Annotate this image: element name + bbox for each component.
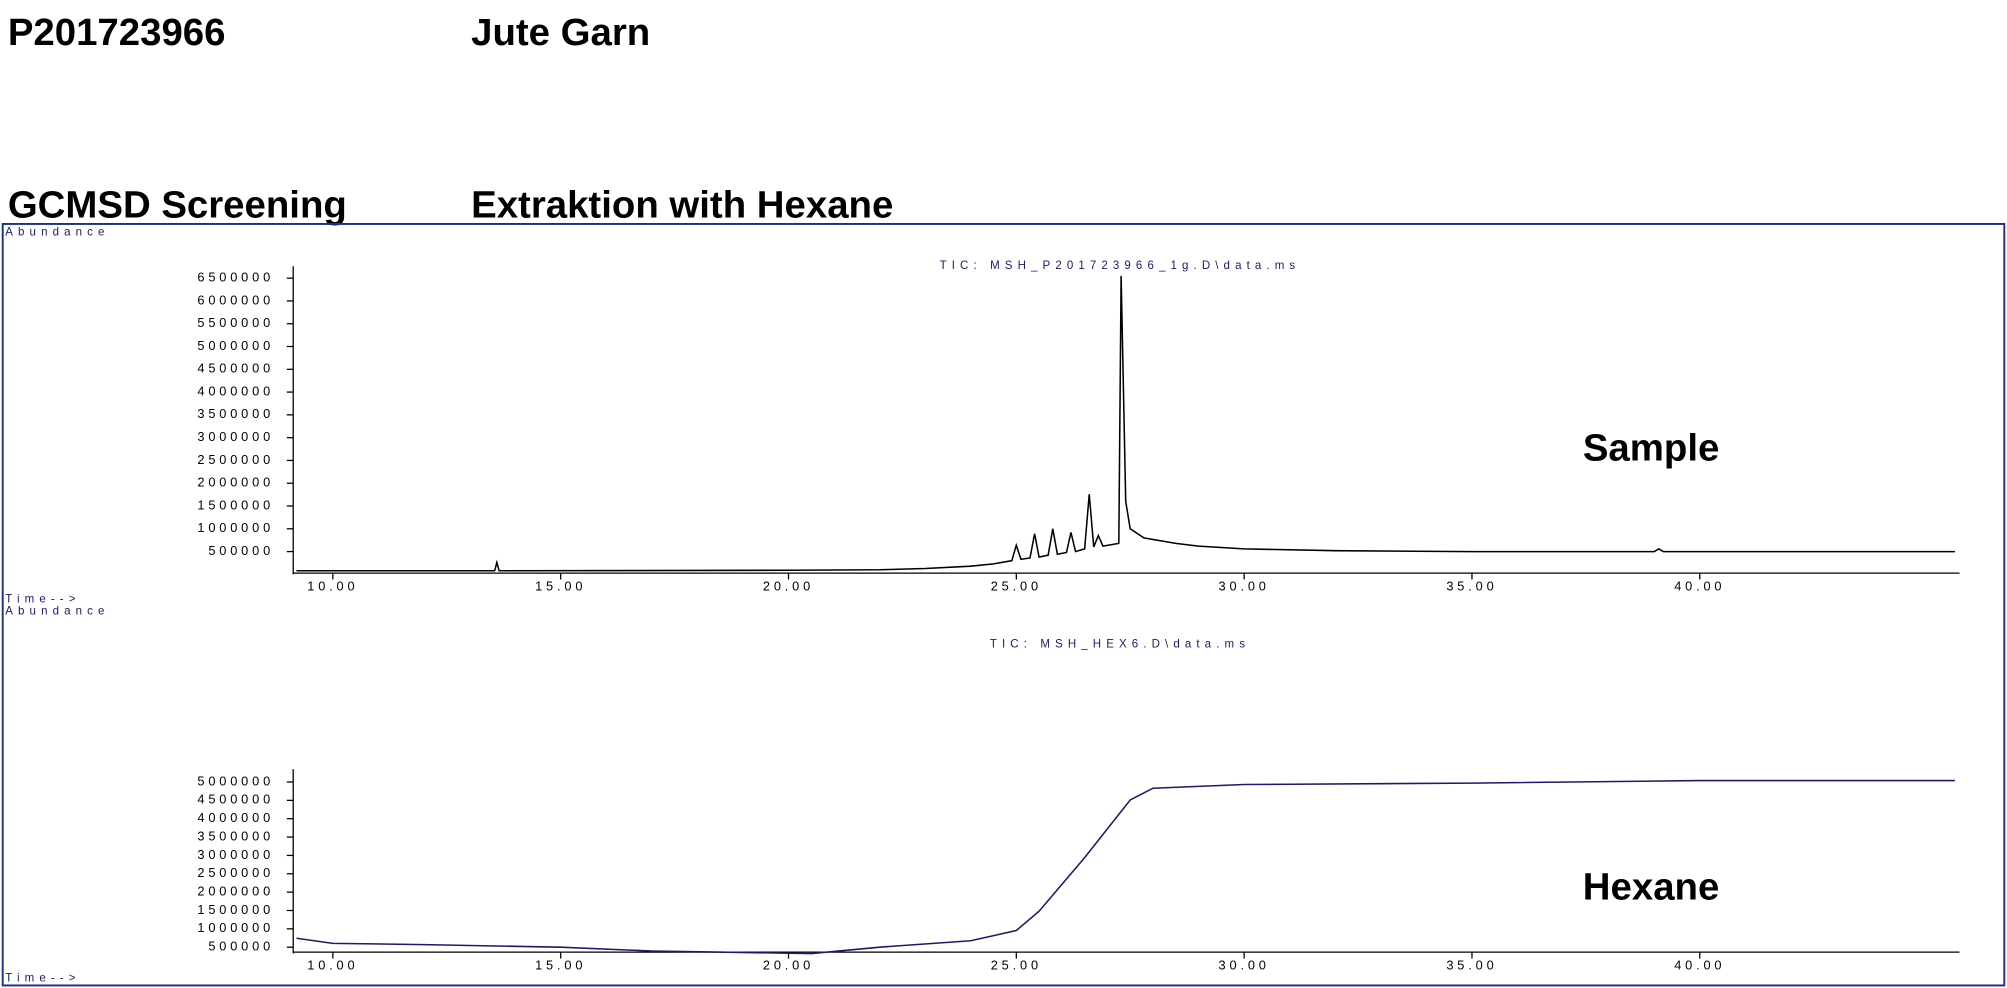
annotation: Hexane bbox=[1583, 866, 1720, 909]
y-tick-label: 2500000 bbox=[197, 865, 274, 880]
x-tick-label: 30.00 bbox=[1219, 579, 1270, 594]
method: GCMSD Screening bbox=[8, 184, 347, 227]
x-tick-label: 10.00 bbox=[307, 579, 358, 594]
y-tick-label: 3500000 bbox=[197, 828, 274, 843]
x-tick-label: 40.00 bbox=[1674, 958, 1725, 973]
x-tick-label: 30.00 bbox=[1219, 958, 1270, 973]
x-axis-label: Time--> bbox=[5, 973, 80, 985]
y-tick-label: 1000000 bbox=[197, 520, 274, 535]
x-tick-label: 15.00 bbox=[535, 958, 586, 973]
y-tick-label: 5500000 bbox=[197, 315, 274, 330]
data-line bbox=[296, 779, 1955, 955]
y-tick-label: 5000000 bbox=[197, 338, 274, 353]
x-tick-label: 20.00 bbox=[763, 958, 814, 973]
x-tick-label: 10.00 bbox=[307, 958, 358, 973]
y-tick-label: 3500000 bbox=[197, 406, 274, 421]
x-tick-label: 35.00 bbox=[1446, 579, 1497, 594]
x-tick-label: 25.00 bbox=[991, 579, 1042, 594]
y-tick-label: 5000000 bbox=[197, 773, 274, 788]
y-tick-label: 3000000 bbox=[197, 429, 274, 444]
chart-frame bbox=[1, 223, 2006, 987]
y-tick-label: 1500000 bbox=[197, 497, 274, 512]
chart-title: TIC: MSH_P201723966_1g.D\data.ms bbox=[940, 260, 1301, 272]
y-tick-label: 6000000 bbox=[197, 292, 274, 307]
y-tick-label: 500000 bbox=[208, 939, 274, 954]
y-tick-label: 2000000 bbox=[197, 884, 274, 899]
y-tick-label: 6500000 bbox=[197, 270, 274, 285]
x-tick-label: 15.00 bbox=[535, 579, 586, 594]
y-tick-label: 2000000 bbox=[197, 475, 274, 490]
material: Jute Garn bbox=[471, 11, 650, 54]
y-tick-label: 4000000 bbox=[197, 810, 274, 825]
sample-id: P201723966 bbox=[8, 11, 226, 54]
x-axis-label: Time--> bbox=[5, 594, 80, 606]
x-tick-label: 40.00 bbox=[1674, 579, 1725, 594]
data-line bbox=[296, 275, 1955, 572]
y-tick-label: 3000000 bbox=[197, 847, 274, 862]
x-tick-label: 25.00 bbox=[991, 958, 1042, 973]
x-tick-label: 20.00 bbox=[763, 579, 814, 594]
y-axis-label: Abundance bbox=[5, 605, 109, 617]
chart-title: TIC: MSH_HEX6.D\data.ms bbox=[990, 639, 1250, 651]
y-tick-label: 1000000 bbox=[197, 920, 274, 935]
x-tick-label: 35.00 bbox=[1446, 958, 1497, 973]
y-tick-label: 4500000 bbox=[197, 361, 274, 376]
y-axis-label: Abundance bbox=[5, 226, 109, 238]
y-tick-label: 4500000 bbox=[197, 792, 274, 807]
annotation: Sample bbox=[1583, 427, 1720, 470]
y-tick-label: 4000000 bbox=[197, 383, 274, 398]
y-tick-label: 2500000 bbox=[197, 452, 274, 467]
extraction: Extraktion with Hexane bbox=[471, 184, 893, 227]
y-tick-label: 1500000 bbox=[197, 902, 274, 917]
y-tick-label: 500000 bbox=[208, 543, 274, 558]
